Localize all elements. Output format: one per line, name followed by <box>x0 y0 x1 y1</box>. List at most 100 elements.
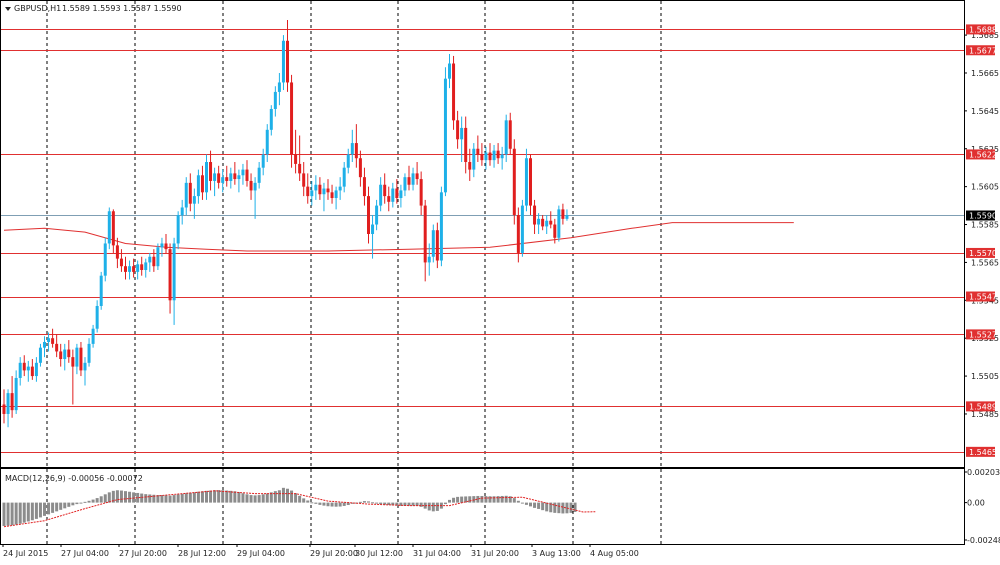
candle-body-79 <box>322 188 326 195</box>
candle-17 <box>71 349 75 405</box>
candle-body-49 <box>200 175 204 193</box>
candle-body-68 <box>277 82 281 92</box>
candle-body-136 <box>553 224 557 238</box>
candle-body-72 <box>294 154 298 164</box>
macd-bar-84 <box>342 502 346 506</box>
candle-body-2 <box>10 393 14 411</box>
macd-bar-38 <box>156 495 160 503</box>
candle-body-115 <box>468 162 472 170</box>
candle-body-123 <box>500 154 504 159</box>
candle-body-25 <box>103 243 107 276</box>
macd-bar-92 <box>375 502 379 504</box>
macd-bar-13 <box>55 502 59 512</box>
time-tick-label-3: 28 Jul 12:00 <box>178 549 226 558</box>
macd-bar-138 <box>561 502 565 514</box>
candle-131 <box>533 199 537 234</box>
candle-body-89 <box>362 177 366 197</box>
candle-28 <box>115 237 119 269</box>
macd-bar-105 <box>427 502 431 511</box>
candle-body-12 <box>51 338 55 344</box>
candle-body-73 <box>298 163 302 174</box>
candle-4 <box>18 357 22 386</box>
candle-body-56 <box>229 173 233 181</box>
macd-bar-50 <box>205 490 208 503</box>
price-tick-label-5: 1.5585 <box>971 221 999 230</box>
macd-bar-113 <box>460 496 464 503</box>
candle-9 <box>38 343 42 367</box>
macd-bar-75 <box>306 500 310 503</box>
candle-body-106 <box>431 230 435 257</box>
macd-bar-4 <box>18 502 22 524</box>
level-tag-5 <box>966 329 995 340</box>
candle-body-40 <box>164 243 168 250</box>
candle-121 <box>492 144 496 168</box>
candle-20 <box>83 357 87 386</box>
macd-bar-132 <box>537 502 541 509</box>
candle-body-5 <box>22 362 26 371</box>
macd-bar-109 <box>443 502 447 505</box>
macd-bar-134 <box>545 502 549 512</box>
macd-bar-103 <box>419 502 423 507</box>
candle-body-93 <box>379 184 383 206</box>
candle-body-67 <box>273 91 277 109</box>
macd-bar-40 <box>164 495 168 503</box>
candle-58 <box>237 169 241 193</box>
candle-29 <box>119 249 123 272</box>
candle-body-62 <box>253 182 257 191</box>
candle-body-98 <box>399 190 403 199</box>
macd-bar-44 <box>180 493 184 503</box>
candle-88 <box>358 150 362 187</box>
macd-bar-127 <box>516 500 520 503</box>
current-price-tag <box>966 210 995 221</box>
macd-bar-12 <box>51 502 55 513</box>
candle-body-94 <box>383 184 387 197</box>
triangle-down-icon[interactable] <box>5 7 11 11</box>
candle-98 <box>399 184 403 208</box>
candle-84 <box>342 162 346 193</box>
candle-8 <box>34 357 38 382</box>
candle-body-78 <box>318 184 322 195</box>
candle-body-46 <box>188 182 192 204</box>
candle-123 <box>500 146 504 170</box>
candle-body-135 <box>549 220 553 225</box>
macd-bar-31 <box>128 491 132 503</box>
vertical-grid <box>46 1 662 544</box>
level-tag-1 <box>966 45 995 56</box>
level-tag-label-1: 1.5677 <box>969 46 997 55</box>
candle-body-23 <box>95 305 99 329</box>
candle-59 <box>241 163 245 185</box>
candle-body-19 <box>79 347 83 371</box>
macd-bar-88 <box>358 501 362 503</box>
macd-bar-5 <box>22 502 26 523</box>
macd-bar-59 <box>241 493 245 503</box>
candle-74 <box>302 162 306 197</box>
macd-bar-72 <box>294 493 298 503</box>
horizontal-levels <box>1 29 964 453</box>
macd-bar-57 <box>233 491 237 503</box>
macd-bar-101 <box>411 502 415 506</box>
candle-body-36 <box>148 256 152 263</box>
macd-bar-79 <box>322 502 326 506</box>
candle-body-66 <box>269 108 273 130</box>
macd-bar-129 <box>524 502 528 505</box>
ohlc-readout: 1.5589 1.5593 1.5587 1.5590 <box>62 4 182 13</box>
macd-bar-71 <box>290 490 294 503</box>
candle-body-3 <box>14 377 18 411</box>
macd-bar-89 <box>362 501 366 503</box>
candle-53 <box>217 165 221 189</box>
candle-6 <box>26 360 30 382</box>
candle-body-118 <box>480 154 484 161</box>
macd-bar-62 <box>253 495 257 503</box>
candle-body-33 <box>136 264 140 272</box>
candle-41 <box>168 243 172 314</box>
macd-bar-18 <box>75 502 79 505</box>
macd-bar-66 <box>269 492 273 503</box>
macd-bar-10 <box>43 502 46 516</box>
macd-bar-111 <box>452 497 456 503</box>
macd-bar-106 <box>431 502 435 512</box>
macd-bar-94 <box>383 502 387 505</box>
macd-bar-51 <box>209 490 213 503</box>
candle-body-0 <box>2 404 6 414</box>
